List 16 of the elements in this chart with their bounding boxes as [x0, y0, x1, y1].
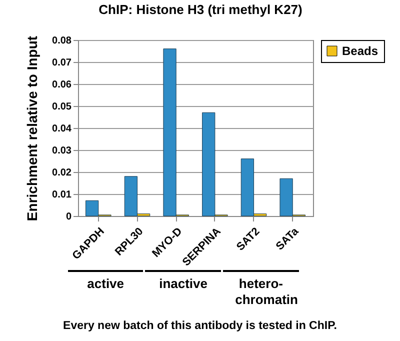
chart-title: ChIP: Histone H3 (tri methyl K27) — [98, 2, 302, 17]
legend-label: Beads — [342, 44, 378, 58]
y-tick-label: 0.03 — [52, 146, 72, 156]
y-axis-title: Enrichment relative to Input — [24, 36, 40, 222]
text: Every new batch of this antibody is tested in ChIP. — [62, 320, 338, 332]
y-tick-label: 0.05 — [52, 102, 72, 112]
y-tick-label: 0.07 — [52, 58, 72, 68]
y-tick-label: 0.02 — [52, 168, 72, 178]
y-tick-label: 0.04 — [52, 124, 72, 134]
text: hetero-chromatin — [223, 270, 299, 308]
y-tick-label: 0.01 — [52, 190, 72, 200]
y-tick-label: 0.08 — [52, 36, 72, 46]
y-tick-label: 0 — [66, 212, 72, 222]
text: active — [68, 270, 144, 292]
y-tick-label: 0.06 — [52, 80, 72, 90]
text: inactive — [145, 270, 222, 292]
